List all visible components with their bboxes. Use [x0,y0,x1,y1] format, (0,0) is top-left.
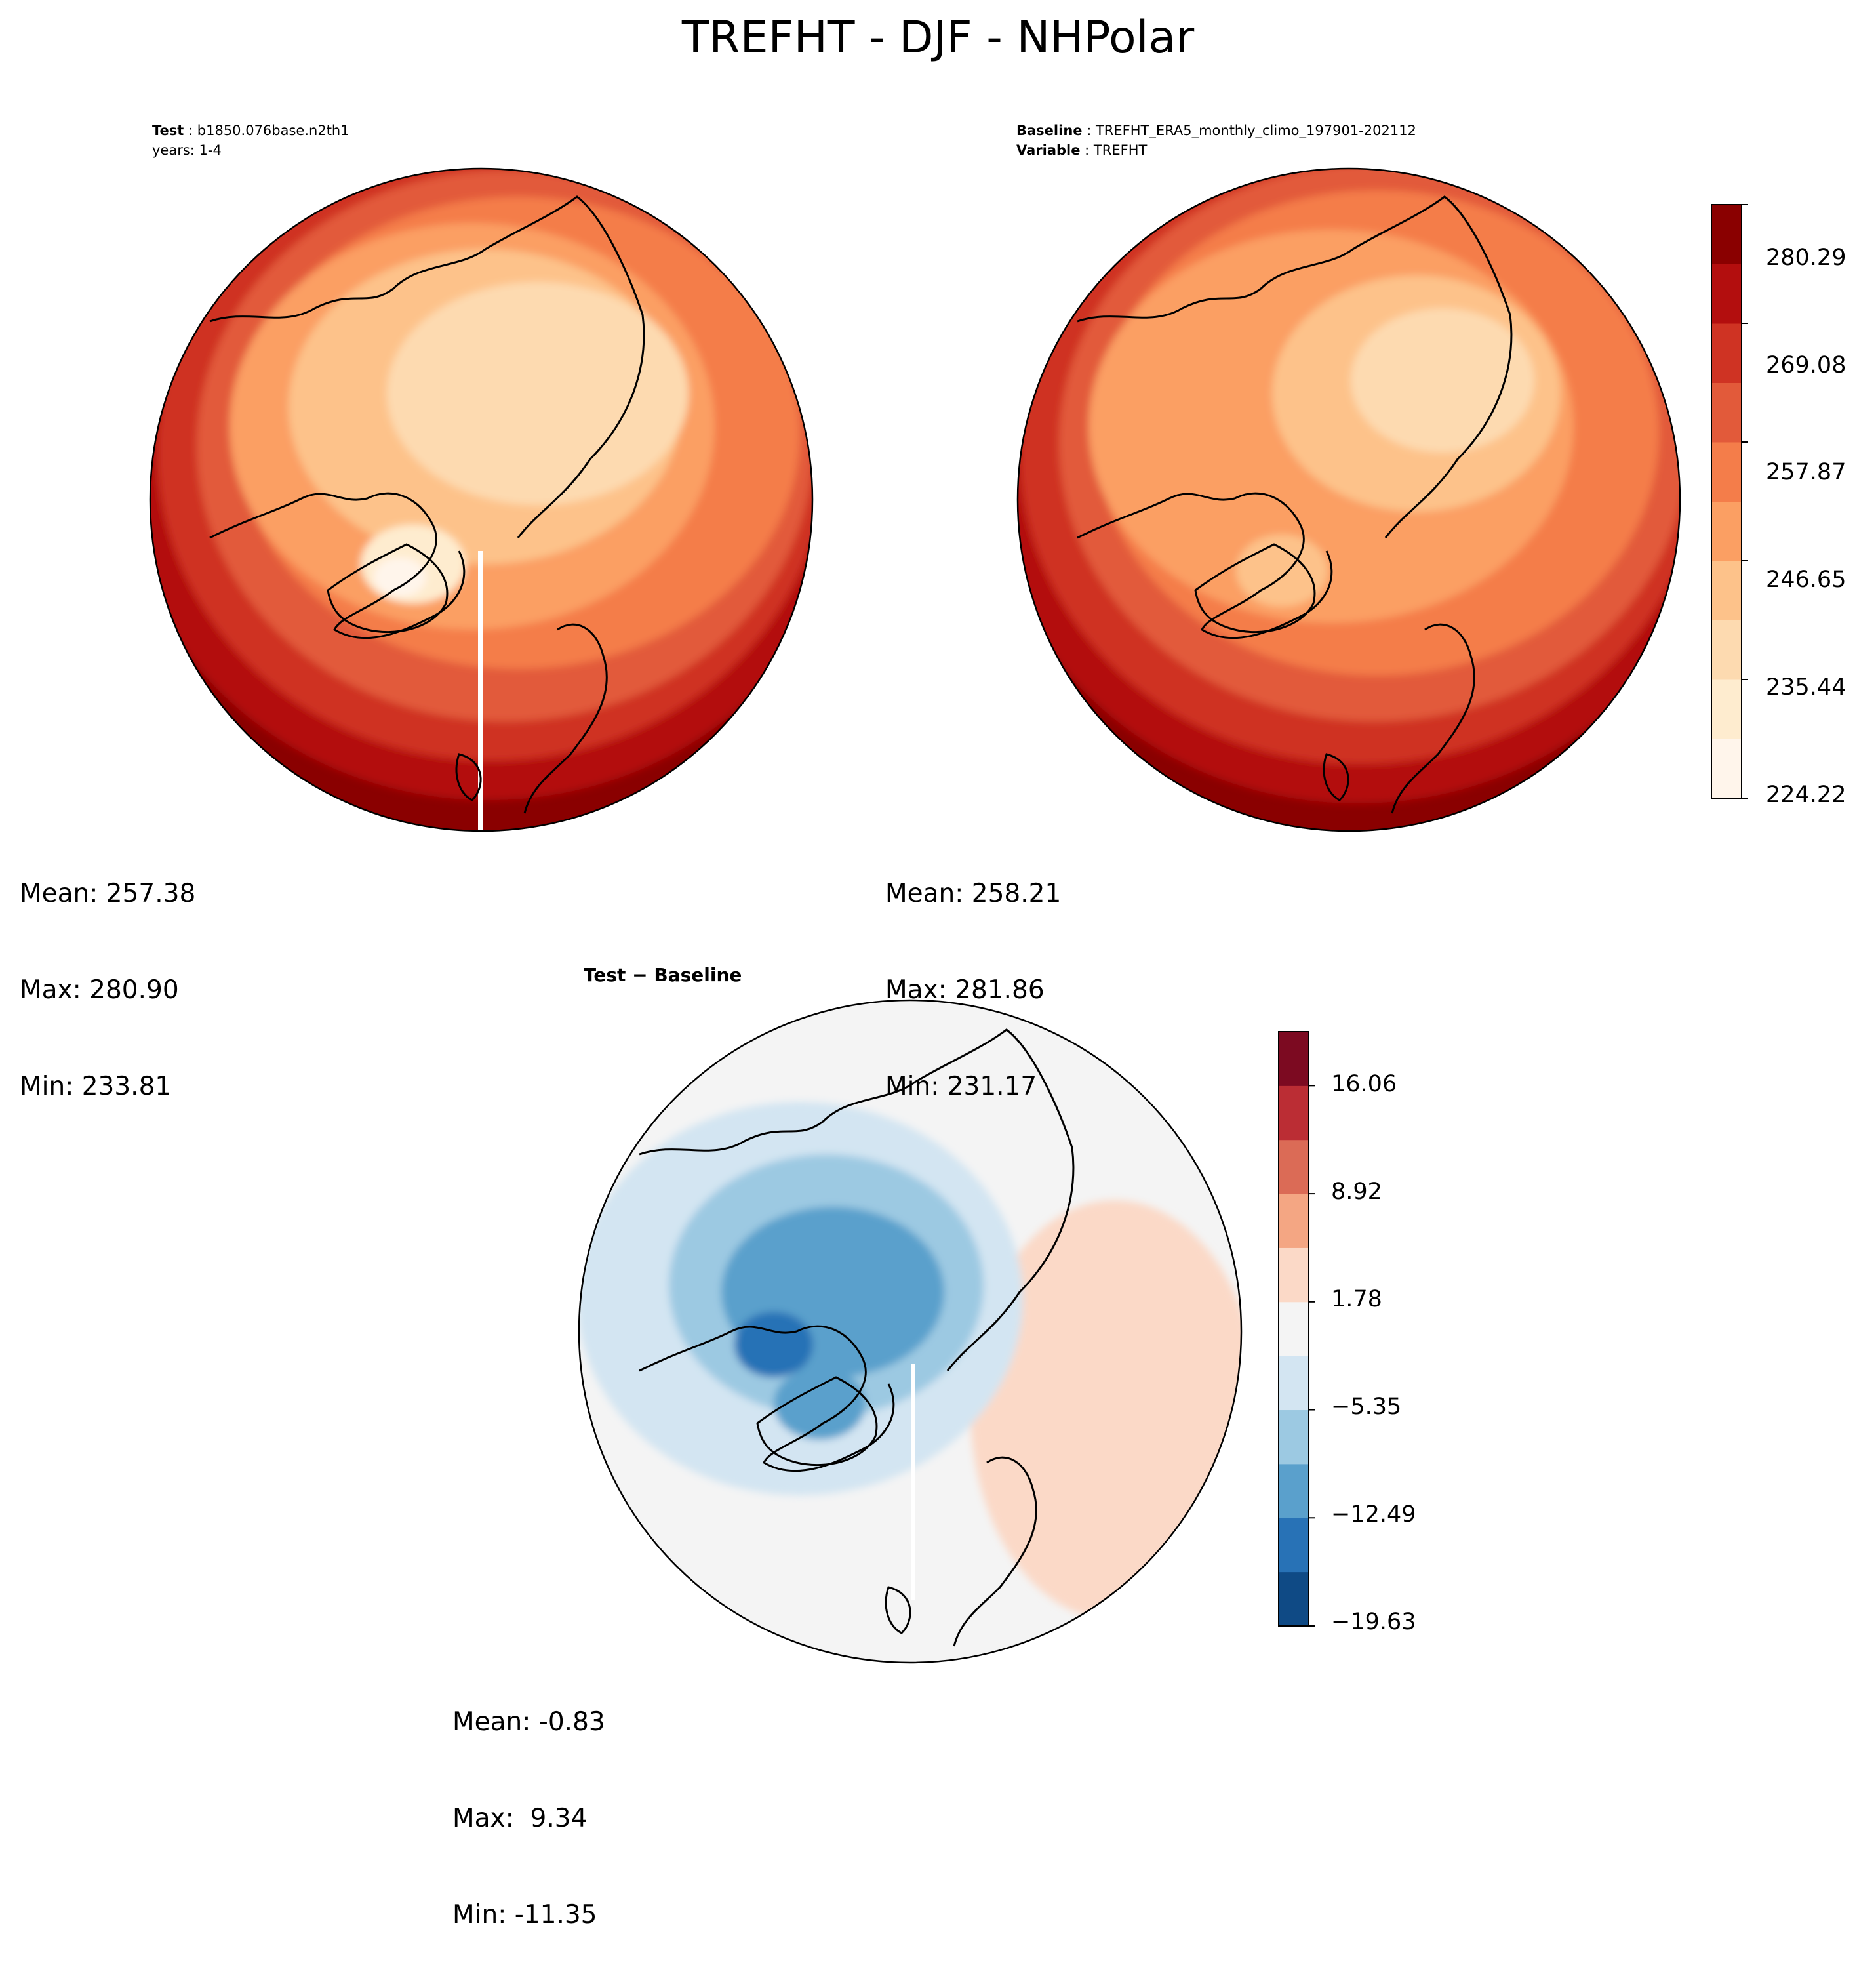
diff-max: Max: 9.34 [452,1804,588,1833]
colorbar-main-cell [1711,442,1742,502]
colorbar-diff-tick: −19.63 [1331,1609,1416,1635]
colorbar-diff [1278,1031,1315,1627]
colorbar-main-cell [1711,561,1742,620]
baseline-header-value: TREFHT_ERA5_monthly_climo_197901-202112 [1095,123,1416,138]
colorbar-main-tick: 257.87 [1766,459,1846,485]
test-stats: Mean: 257.38 Max: 280.90 Min: 233.81 [20,813,195,1135]
colorbar-main-tick: 224.22 [1766,782,1846,808]
baseline-map [1016,167,1681,832]
baseline-header-key: Baseline [1016,123,1083,138]
colorbar-diff-cell [1279,1247,1309,1303]
colorbar-diff-cell [1279,1518,1309,1573]
colorbar-main-cell [1711,739,1742,799]
test-min: Min: 233.81 [20,1072,172,1101]
colorbar-main-cell [1711,264,1742,324]
colorbar-diff-tick: 1.78 [1331,1286,1382,1312]
colorbar-diff-cell [1279,1409,1309,1465]
test-header-value: b1850.076base.n2th1 [197,123,349,138]
test-mean: Mean: 257.38 [20,879,196,908]
colorbar-diff-tick: 8.92 [1331,1179,1382,1205]
colorbar-diff-outline [1278,1031,1309,1627]
baseline-variable-key: Variable [1016,142,1081,158]
colorbar-diff-cell [1279,1194,1309,1248]
colorbar-main-cell [1711,620,1742,680]
colorbar-diff-tick: −12.49 [1331,1501,1416,1528]
colorbar-main-cell [1711,501,1742,561]
colorbar-main-cell [1711,382,1742,443]
baseline-stats: Mean: 258.21 Max: 281.86 Min: 231.17 [885,813,1061,1135]
diff-stats: Mean: -0.83 Max: 9.34 Min: -11.35 [452,1642,605,1963]
diff-header: Test − Baseline [584,964,742,986]
baseline-min: Min: 231.17 [885,1072,1037,1101]
colorbar-diff-tick: −5.35 [1331,1394,1402,1420]
figure-canvas [149,167,1748,1664]
test-header-years: years: 1-4 [152,142,222,158]
baseline-variable-value: TREFHT [1093,142,1148,158]
colorbar-main-outline [1711,204,1742,799]
diff-min: Min: -11.35 [452,1900,597,1930]
colorbar-diff-cell [1279,1356,1309,1411]
colorbar-diff-cell [1279,1139,1309,1194]
colorbar-diff-cell [1279,1571,1309,1627]
test-max: Max: 280.90 [20,975,179,1005]
colorbar-main-cell [1711,679,1742,739]
figure-title: TREFHT - DJF - NHPolar [681,12,1195,64]
colorbar-main-cell [1711,205,1742,264]
baseline-mean: Mean: 258.21 [885,879,1062,908]
diff-mean: Mean: -0.83 [452,1707,605,1737]
colorbar-diff-cell [1279,1301,1309,1356]
colorbar-main-cell [1711,323,1742,383]
colorbar-main-tick: 280.29 [1766,245,1846,271]
baseline-max: Max: 281.86 [885,975,1045,1005]
colorbar-diff-cell [1279,1463,1309,1518]
colorbar-main-tick: 269.08 [1766,352,1846,378]
test-header: Test : b1850.076base.n2th1 years: 1-4 [152,123,349,158]
test-map [149,167,814,832]
baseline-header: Baseline : TREFHT_ERA5_monthly_climo_197… [1016,123,1416,158]
diff-map [578,999,1243,1664]
colorbar-diff-cell [1279,1085,1309,1141]
colorbar-main [1711,204,1748,799]
colorbar-main-tick: 246.65 [1766,567,1846,593]
test-header-key: Test [152,123,184,138]
colorbar-main-tick: 235.44 [1766,674,1846,700]
colorbar-diff-cell [1279,1032,1309,1086]
colorbar-diff-tick: 16.06 [1331,1071,1397,1097]
